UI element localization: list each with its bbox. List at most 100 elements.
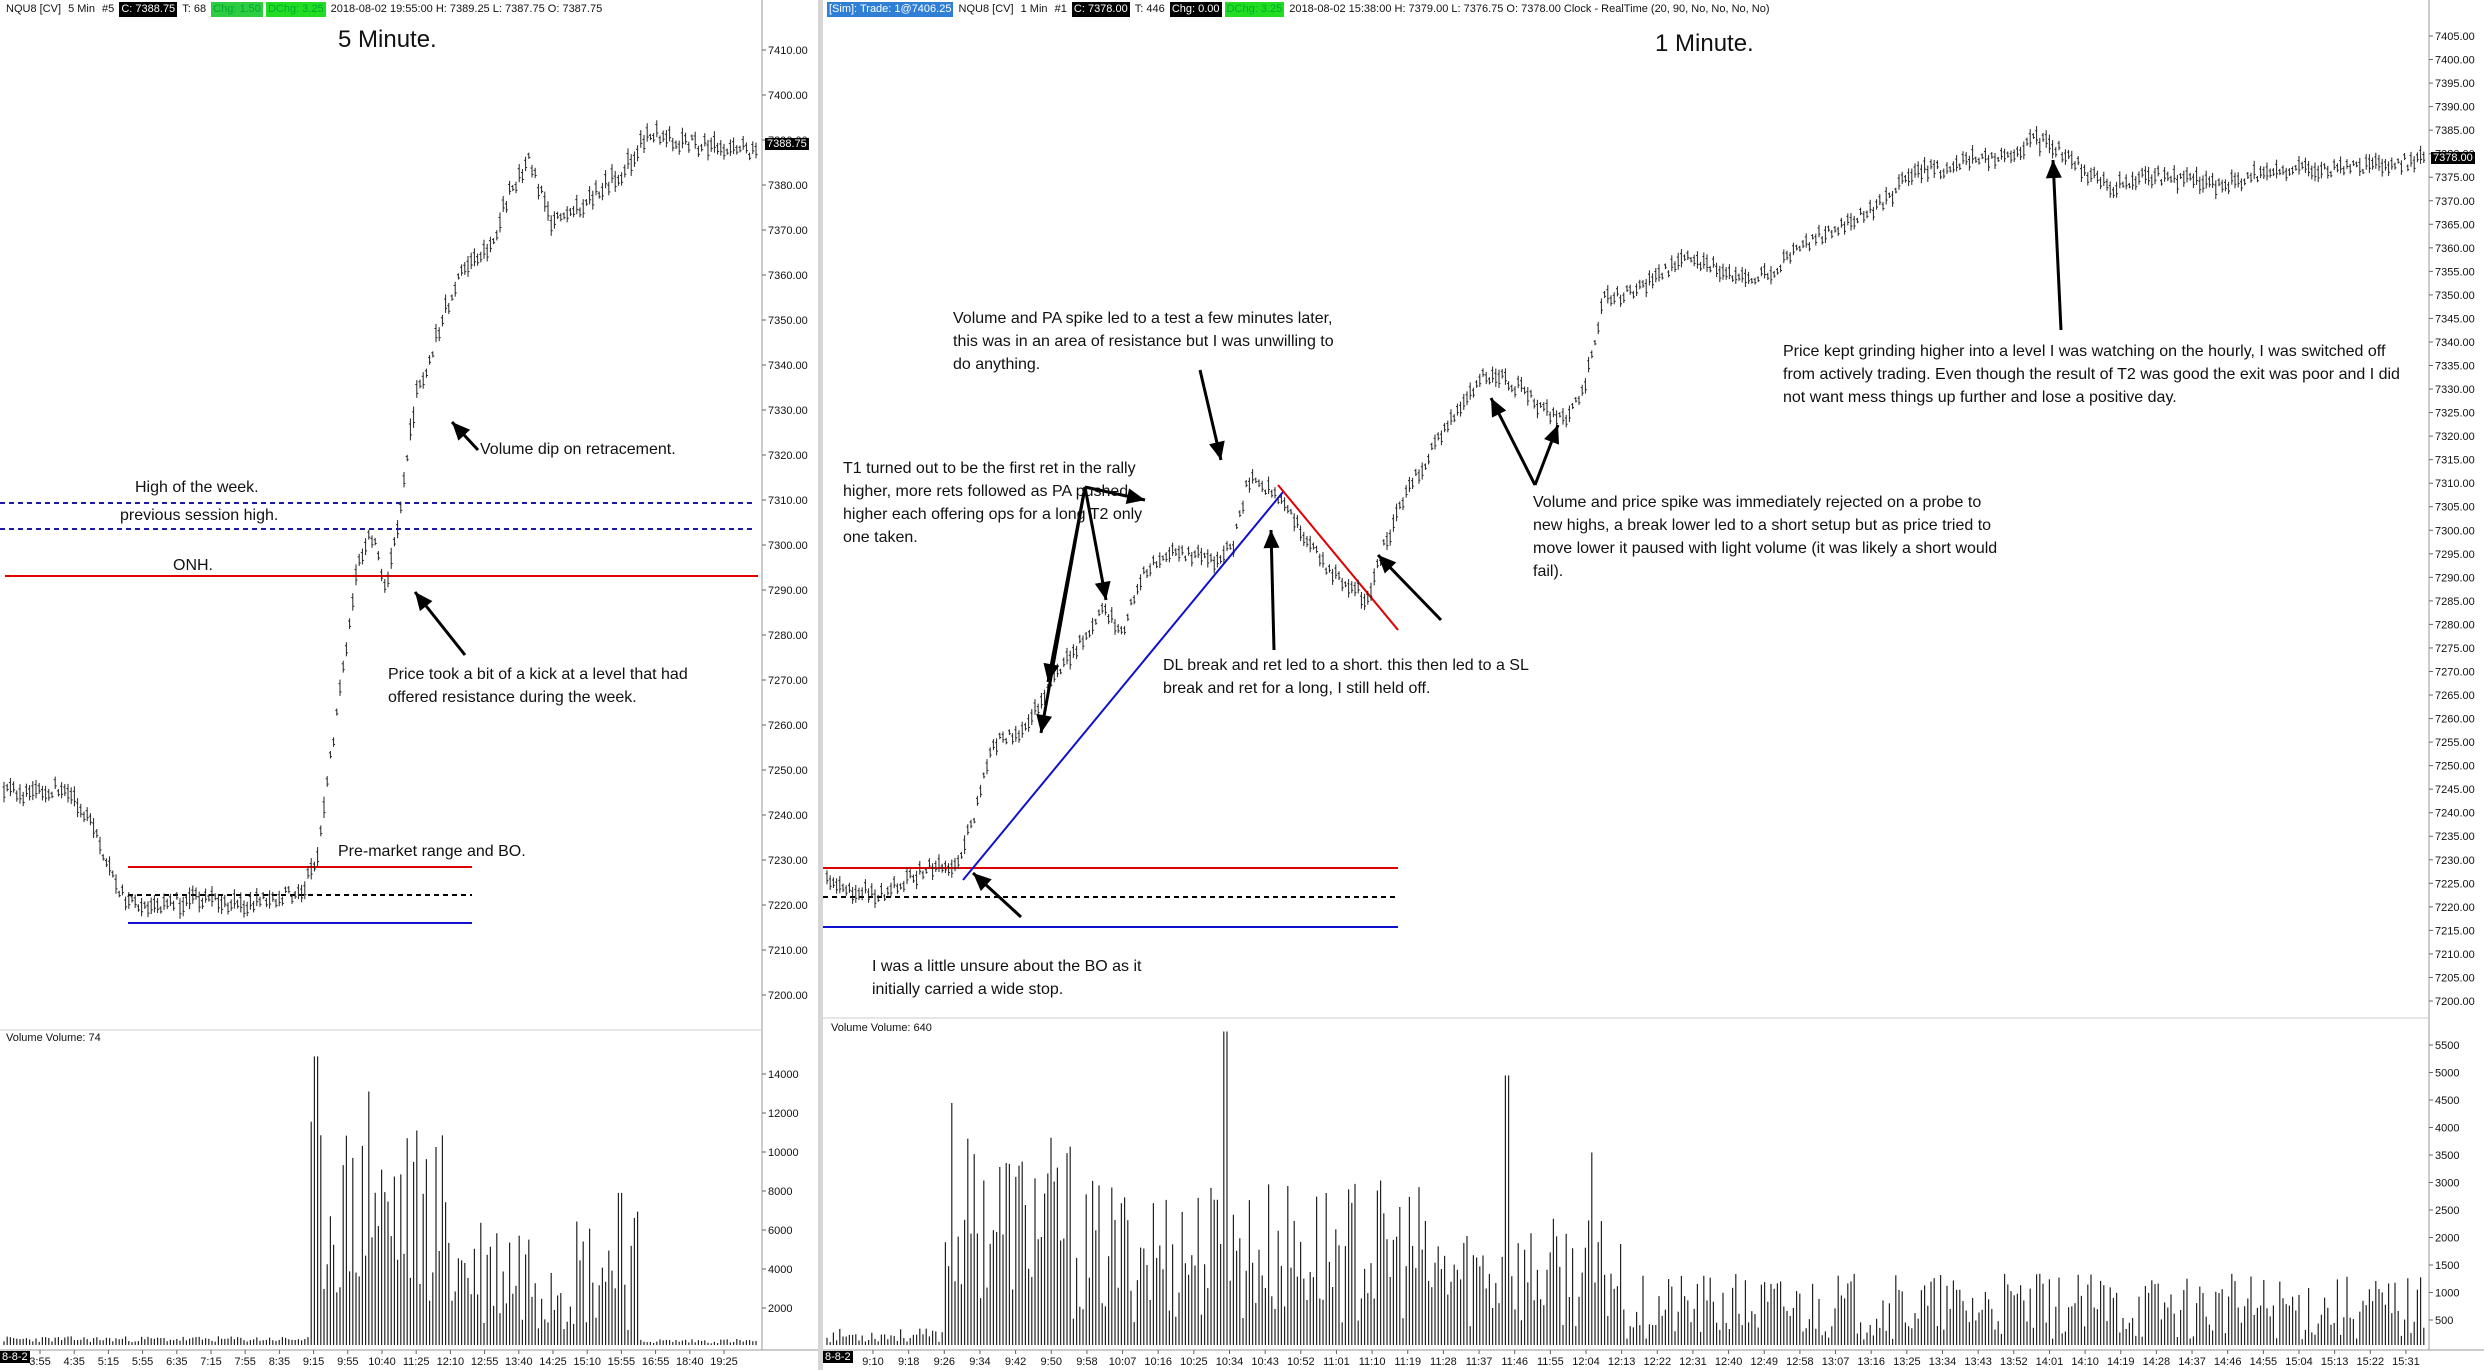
- price-tick-label: 7250.00: [2435, 761, 2475, 773]
- price-tick-label: 7405.00: [2435, 31, 2475, 43]
- last-price-tag: 7388.75: [765, 138, 809, 150]
- annotation-t1: T1 turned out to be the first ret in the…: [843, 460, 1143, 546]
- time-tick-label: 8:35: [269, 1356, 290, 1368]
- price-tick-label: 7360.00: [768, 270, 808, 282]
- last-price-tag: 7378.00: [2431, 152, 2475, 164]
- time-tick-label: 12:49: [1750, 1356, 1778, 1368]
- time-tick-label: 10:16: [1144, 1356, 1172, 1368]
- price-tick-label: 7310.00: [768, 495, 808, 507]
- price-tick-label: 7230.00: [768, 855, 808, 867]
- time-tick-label: 7:55: [234, 1356, 255, 1368]
- arrow-t1-b-head: [1043, 662, 1060, 682]
- time-tick-label: 12:55: [471, 1356, 499, 1368]
- time-tick-label: 9:10: [862, 1356, 883, 1368]
- time-tick-label: 14:46: [2214, 1356, 2242, 1368]
- price-tick-label: 7360.00: [2435, 243, 2475, 255]
- time-tick-label: 13:16: [1857, 1356, 1885, 1368]
- change-value: Chg: 1.50: [211, 2, 263, 17]
- time-tick-label: 7:15: [200, 1356, 221, 1368]
- price-tick-label: 7220.00: [768, 900, 808, 912]
- arrow-volume-price-b-head: [1544, 425, 1560, 445]
- time-tick-label: 4:35: [63, 1356, 84, 1368]
- price-tick-label: 7355.00: [2435, 266, 2475, 278]
- volume-tick-label: 2000: [768, 1303, 792, 1315]
- time-tick-label: 15:31: [2392, 1356, 2420, 1368]
- arrow-sl-break-head: [1378, 555, 1397, 574]
- time-tick-label: 19:25: [710, 1356, 738, 1368]
- price-tick-label: 7365.00: [2435, 219, 2475, 231]
- price-tick-label: 7210.00: [2435, 949, 2475, 961]
- time-tick-label: 15:04: [2285, 1356, 2313, 1368]
- time-tick-label: 12:58: [1786, 1356, 1814, 1368]
- time-tick-label: 5:55: [132, 1356, 153, 1368]
- price-tick-label: 7390.00: [2435, 102, 2475, 114]
- time-tick-label: 10:07: [1109, 1356, 1137, 1368]
- time-tick-label: 9:15: [303, 1356, 324, 1368]
- chart-panel-5min[interactable]: NQU8 [CV] 5 Min #5 C: 7388.75 T: 68 Chg:…: [0, 0, 818, 1370]
- panel-divider[interactable]: [818, 0, 823, 1370]
- time-tick-label: 14:10: [2071, 1356, 2099, 1368]
- volume-tick-label: 5000: [2435, 1068, 2459, 1080]
- price-tick-label: 7345.00: [2435, 313, 2475, 325]
- price-chart-1min[interactable]: 7405.007400.007395.007390.007385.007380.…: [823, 0, 2484, 1370]
- interval-label: 1 Min: [1020, 3, 1048, 15]
- price-tick-label: 7300.00: [768, 540, 808, 552]
- price-chart-5min[interactable]: 7410.007400.007390.007380.007370.007360.…: [0, 0, 818, 1370]
- time-tick-label: 9:34: [969, 1356, 990, 1368]
- demand-trendline: [962, 491, 1284, 881]
- price-tick-label: 7305.00: [2435, 502, 2475, 514]
- arrow-grinding-head: [2045, 160, 2062, 179]
- time-tick-label: 15:10: [573, 1356, 601, 1368]
- time-tick-label: 11:10: [1359, 1356, 1386, 1368]
- time-tick-label: 9:55: [337, 1356, 358, 1368]
- sim-trade-label: [Sim]: Trade: 1@7406.25: [827, 2, 954, 17]
- time-tick-label: 11:28: [1430, 1356, 1457, 1368]
- price-tick-label: 7350.00: [2435, 290, 2475, 302]
- price-tick-label: 7260.00: [768, 720, 808, 732]
- tick-count: T: 68: [182, 3, 207, 15]
- price-tick-label: 7275.00: [2435, 643, 2475, 655]
- price-tick-label: 7370.00: [2435, 196, 2475, 208]
- time-tick-label: 16:55: [642, 1356, 670, 1368]
- price-tick-label: 7235.00: [2435, 831, 2475, 843]
- volume-tick-label: 1000: [2435, 1288, 2459, 1300]
- arrow-kick-head: [415, 592, 433, 612]
- arrow-volume-pa-spike-head: [1209, 440, 1225, 460]
- time-tick-label: 15:13: [2321, 1356, 2349, 1368]
- price-tick-label: 7385.00: [2435, 125, 2475, 137]
- time-tick-label: 13:34: [1929, 1356, 1957, 1368]
- volume-tick-label: 500: [2435, 1315, 2453, 1327]
- arrow-unsure-bo-head: [973, 873, 992, 892]
- time-tick-label: 3:55: [29, 1356, 50, 1368]
- time-tick-label: 14:01: [2036, 1356, 2064, 1368]
- time-tick-label: 12:22: [1644, 1356, 1672, 1368]
- chart-panel-1min[interactable]: [Sim]: Trade: 1@7406.25 NQU8 [CV] 1 Min …: [823, 0, 2484, 1370]
- time-tick-label: 14:28: [2143, 1356, 2171, 1368]
- price-tick-label: 7400.00: [768, 90, 808, 102]
- arrow-t1-d-head: [1125, 488, 1145, 505]
- price-tick-label: 7230.00: [2435, 855, 2475, 867]
- annotation-volume-price-spike: Volume and price spike was immediately r…: [1533, 494, 1998, 580]
- price-tick-label: 7325.00: [2435, 408, 2475, 420]
- volume-indicator-label: Volume Volume: 640: [831, 1022, 932, 1034]
- time-tick-label: 15:55: [608, 1356, 636, 1368]
- price-tick-label: 7320.00: [2435, 431, 2475, 443]
- price-tick-label: 7210.00: [768, 945, 808, 957]
- volume-tick-label: 4000: [2435, 1123, 2459, 1135]
- arrow-dl-break-head: [1263, 530, 1280, 549]
- arrow-dl-break: [1269, 529, 1276, 651]
- time-tick-label: 12:13: [1608, 1356, 1636, 1368]
- chart-header: [Sim]: Trade: 1@7406.25 NQU8 [CV] 1 Min …: [827, 2, 1772, 17]
- tick-count: T: 446: [1134, 3, 1165, 15]
- volume-indicator-label: Volume Volume: 74: [6, 1032, 101, 1044]
- bar-info: 2018-08-02 19:55:00 H: 7389.25 L: 7387.7…: [330, 3, 603, 15]
- daily-change-value: DChg: 3.25: [265, 2, 326, 17]
- time-tick-label: 9:58: [1076, 1356, 1097, 1368]
- chart-title: 1 Minute.: [1655, 30, 1754, 57]
- price-tick-label: 7280.00: [768, 630, 808, 642]
- volume-tick-label: 3000: [2435, 1178, 2459, 1190]
- symbol-label: NQU8 [CV]: [958, 3, 1014, 15]
- price-tick-label: 7340.00: [768, 360, 808, 372]
- volume-tick-label: 8000: [768, 1186, 792, 1198]
- volume-tick-label: 4500: [2435, 1095, 2459, 1107]
